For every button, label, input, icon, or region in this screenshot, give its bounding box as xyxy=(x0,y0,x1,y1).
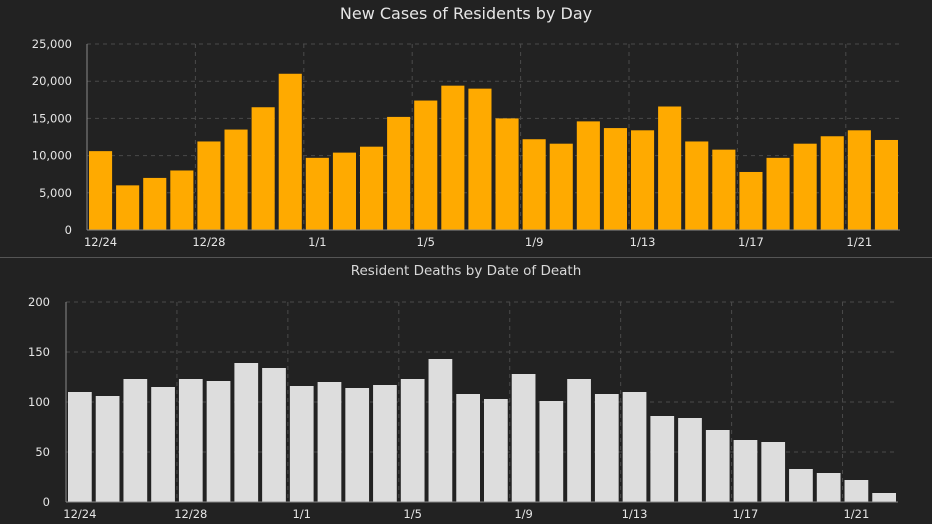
bar[interactable] xyxy=(511,374,536,502)
y-tick-label: 20,000 xyxy=(32,74,72,88)
bar[interactable] xyxy=(631,130,655,230)
bar[interactable] xyxy=(151,387,175,502)
x-tick-label: 1/9 xyxy=(525,235,544,249)
bar[interactable] xyxy=(89,151,113,230)
y-tick-label: 100 xyxy=(28,395,50,409)
bar[interactable] xyxy=(567,379,591,502)
bar[interactable] xyxy=(387,116,411,230)
bar[interactable] xyxy=(793,143,817,230)
bar[interactable] xyxy=(872,493,896,502)
bar[interactable] xyxy=(874,139,898,230)
bar[interactable] xyxy=(484,399,508,502)
bar[interactable] xyxy=(116,185,140,230)
bar[interactable] xyxy=(278,73,302,230)
x-tick-label: 12/28 xyxy=(174,507,207,521)
bar[interactable] xyxy=(622,392,647,502)
bar[interactable] xyxy=(332,152,356,230)
bar[interactable] xyxy=(468,88,492,230)
x-tick-label: 1/21 xyxy=(843,507,869,521)
x-tick-label: 12/24 xyxy=(63,507,96,521)
x-tick-label: 1/1 xyxy=(292,507,311,521)
bar[interactable] xyxy=(739,171,763,230)
bar[interactable] xyxy=(68,392,92,502)
bar[interactable] xyxy=(251,107,275,230)
x-tick-label: 1/17 xyxy=(738,235,764,249)
x-tick-label: 1/5 xyxy=(416,235,435,249)
bar[interactable] xyxy=(847,130,871,230)
bar[interactable] xyxy=(289,386,314,502)
bar[interactable] xyxy=(685,141,709,230)
bar[interactable] xyxy=(441,85,465,230)
bar[interactable] xyxy=(678,418,702,502)
bar[interactable] xyxy=(428,359,453,502)
resident-deaths-chart: Resident Deaths by Date of Death 0 50 100 1… xyxy=(28,263,898,521)
bar[interactable] xyxy=(844,480,869,502)
bar[interactable] xyxy=(414,100,438,230)
bar[interactable] xyxy=(373,385,397,502)
bar[interactable] xyxy=(178,379,203,502)
chart-title: New Cases of Residents by Day xyxy=(340,4,592,23)
y-tick-label: 50 xyxy=(35,445,50,459)
bar[interactable] xyxy=(549,143,573,230)
x-tick-label: 1/21 xyxy=(846,235,872,249)
x-tick-label: 1/17 xyxy=(733,507,759,521)
bar[interactable] xyxy=(345,388,370,502)
x-tick-label: 1/1 xyxy=(308,235,327,249)
bar[interactable] xyxy=(816,473,841,502)
bar[interactable] xyxy=(234,363,259,502)
bar[interactable] xyxy=(317,382,342,502)
x-tick-label: 1/9 xyxy=(514,507,533,521)
y-tick-label: 25,000 xyxy=(32,37,72,51)
bar[interactable] xyxy=(712,149,736,230)
y-tick-label: 150 xyxy=(28,345,50,359)
bar[interactable] xyxy=(761,442,786,502)
panel-divider xyxy=(0,257,932,258)
bar[interactable] xyxy=(650,416,675,502)
chart-title: Resident Deaths by Date of Death xyxy=(351,263,582,279)
bar[interactable] xyxy=(603,128,627,230)
bar[interactable] xyxy=(733,440,758,502)
y-tick-label: 0 xyxy=(65,223,72,237)
bar[interactable] xyxy=(658,106,682,230)
bar[interactable] xyxy=(262,368,286,502)
bar[interactable] xyxy=(522,139,546,230)
bar[interactable] xyxy=(224,129,248,230)
bar[interactable] xyxy=(456,394,480,502)
bar[interactable] xyxy=(360,146,384,230)
bar[interactable] xyxy=(576,121,600,230)
new-cases-chart: New Cases of Residents by Day 0 5,000 10,0… xyxy=(32,4,900,249)
bar[interactable] xyxy=(705,430,730,502)
bar[interactable] xyxy=(495,118,519,230)
bar[interactable] xyxy=(305,157,329,230)
bar[interactable] xyxy=(539,401,564,502)
y-tick-label: 10,000 xyxy=(32,149,72,163)
bar[interactable] xyxy=(820,136,844,230)
x-tick-label: 12/28 xyxy=(192,235,225,249)
bar[interactable] xyxy=(400,379,425,502)
bar[interactable] xyxy=(206,381,231,502)
bar[interactable] xyxy=(143,177,167,230)
x-tick-label: 1/13 xyxy=(622,507,648,521)
bar[interactable] xyxy=(594,394,619,502)
bar[interactable] xyxy=(197,141,221,230)
y-tick-label: 5,000 xyxy=(39,186,72,200)
bar[interactable] xyxy=(95,396,120,502)
y-tick-label: 200 xyxy=(28,295,50,309)
y-tick-label: 15,000 xyxy=(32,111,72,125)
bar[interactable] xyxy=(766,157,790,230)
x-tick-label: 12/24 xyxy=(84,235,117,249)
bar[interactable] xyxy=(170,170,194,230)
bar[interactable] xyxy=(789,469,813,502)
bar[interactable] xyxy=(123,379,148,502)
x-tick-label: 1/13 xyxy=(630,235,656,249)
y-tick-label: 0 xyxy=(43,495,50,509)
x-tick-label: 1/5 xyxy=(403,507,422,521)
